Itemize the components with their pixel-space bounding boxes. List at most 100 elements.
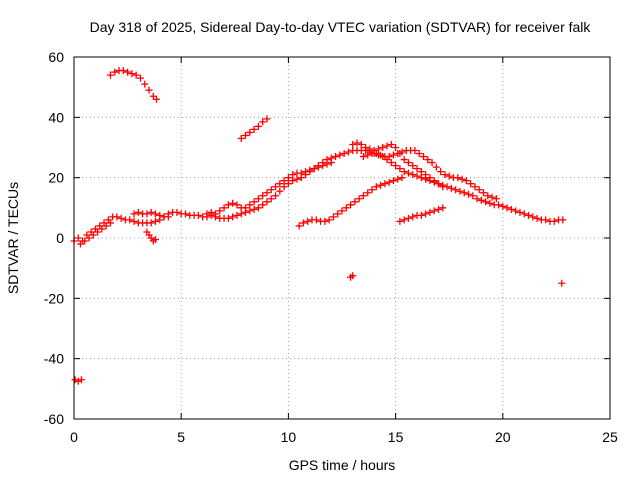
data-point	[151, 210, 159, 218]
data-point	[302, 168, 310, 176]
data-point	[377, 181, 385, 189]
data-point	[422, 210, 430, 218]
data-point	[319, 162, 327, 170]
data-point	[355, 195, 363, 203]
data-point	[263, 115, 271, 123]
data-point	[276, 187, 284, 195]
data-point	[471, 183, 479, 191]
data-point	[473, 195, 481, 203]
data-point	[336, 151, 344, 159]
data-point	[413, 172, 421, 180]
data-point	[94, 228, 102, 236]
data-point	[377, 151, 385, 159]
data-point	[297, 169, 305, 177]
data-point	[394, 150, 402, 158]
data-point	[284, 180, 292, 188]
data-point	[349, 140, 357, 148]
data-point	[254, 195, 262, 203]
data-point	[550, 217, 558, 225]
data-point	[224, 214, 232, 222]
data-point	[434, 205, 442, 213]
data-point	[134, 208, 142, 216]
y-tick-label: 40	[48, 109, 64, 125]
data-point	[250, 205, 258, 213]
data-point	[141, 80, 149, 88]
data-point	[430, 207, 438, 215]
data-point	[419, 153, 427, 161]
data-point	[132, 71, 140, 79]
data-point	[417, 168, 425, 176]
data-point	[426, 208, 434, 216]
data-point	[368, 186, 376, 194]
data-point	[259, 118, 267, 126]
data-point	[340, 150, 348, 158]
data-point	[452, 186, 460, 194]
data-point	[422, 171, 430, 179]
x-tick-label: 5	[177, 429, 185, 445]
data-point	[111, 68, 119, 76]
data-point	[250, 125, 258, 133]
data-point	[130, 210, 138, 218]
data-point	[542, 216, 550, 224]
chart-title: Day 318 of 2025, Sidereal Day-to-day VTE…	[90, 19, 592, 35]
data-point	[413, 165, 421, 173]
data-point	[338, 207, 346, 215]
data-point	[424, 156, 432, 164]
data-point	[392, 144, 400, 151]
data-point	[357, 140, 365, 148]
data-point	[432, 163, 440, 171]
data-point	[426, 174, 434, 182]
data-point	[295, 222, 303, 230]
data-points	[70, 67, 567, 385]
data-point	[263, 189, 271, 197]
data-point	[119, 67, 127, 75]
data-point	[194, 211, 202, 219]
data-point	[347, 201, 355, 209]
data-point	[417, 174, 425, 182]
data-point	[499, 202, 507, 210]
series-outliers	[71, 272, 566, 385]
data-point	[220, 204, 228, 212]
data-point	[456, 187, 464, 195]
data-point	[246, 207, 254, 215]
data-point	[164, 213, 172, 221]
data-point	[267, 195, 275, 203]
data-point	[314, 163, 322, 171]
data-point	[480, 189, 488, 197]
data-point	[212, 210, 220, 218]
data-point	[486, 199, 494, 207]
data-point	[242, 131, 250, 139]
data-point	[156, 211, 164, 219]
data-point	[349, 272, 357, 280]
series-arc-mid	[237, 115, 271, 142]
data-point	[85, 234, 93, 242]
data-point	[482, 198, 490, 206]
data-point	[411, 147, 419, 155]
data-point	[512, 207, 520, 215]
data-point	[229, 213, 237, 221]
data-point	[74, 377, 82, 385]
data-point	[312, 216, 320, 224]
data-point	[409, 162, 417, 170]
data-point	[507, 205, 515, 213]
data-point	[495, 201, 503, 209]
data-point	[117, 214, 125, 222]
series-branch-c	[359, 147, 500, 203]
x-tick-label: 25	[602, 429, 618, 445]
x-tick-label: 20	[495, 429, 511, 445]
data-point	[359, 153, 367, 161]
data-point	[467, 180, 475, 188]
data-point	[460, 189, 468, 197]
x-tick-label: 0	[70, 429, 78, 445]
data-point	[430, 177, 438, 185]
data-point	[128, 70, 136, 78]
series-branch-d	[295, 174, 406, 230]
data-point	[469, 192, 477, 200]
plot-frame	[73, 56, 611, 420]
data-point	[394, 175, 402, 183]
data-point	[516, 208, 524, 216]
data-point	[404, 169, 412, 177]
data-point	[398, 148, 406, 156]
data-point	[558, 279, 566, 287]
data-point	[362, 144, 370, 151]
